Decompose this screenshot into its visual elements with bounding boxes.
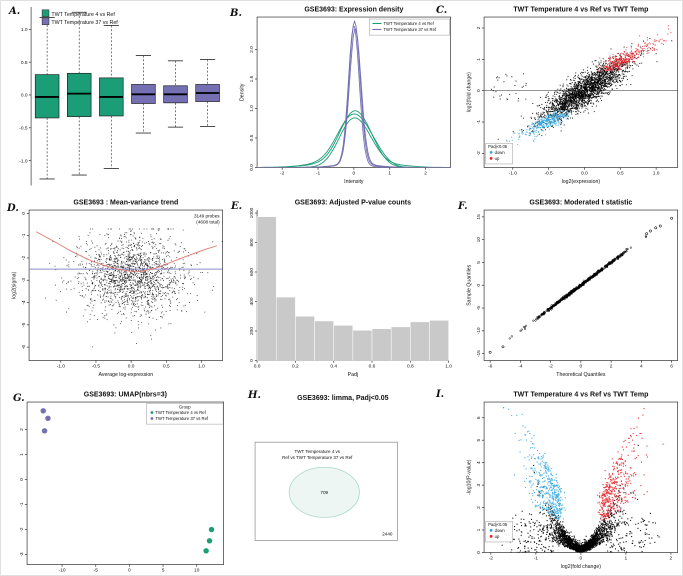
- svg-text:0.5: 0.5: [617, 171, 624, 177]
- svg-text:-6: -6: [21, 344, 27, 349]
- panel-i-volcano: TWT Temperature 4 vs Ref vs TWT Temp -2 -1…: [456, 386, 682, 575]
- panel-letter-i: I.: [436, 389, 445, 400]
- svg-text:2: 2: [476, 26, 482, 29]
- svg-text:Padj<0.05: Padj<0.05: [488, 144, 508, 149]
- svg-text:1.5: 1.5: [249, 75, 255, 82]
- svg-text:TWT Temperature 37 vs Ref: TWT Temperature 37 vs Ref: [383, 27, 436, 32]
- panel-d-mean-variance: GSE3693 : Mean-variance trend -1.0 -0.5 0.0…: [1, 194, 229, 387]
- boxplot-chart: 1.0 0.5 0.0 -0.5 -1.0 TWT Temperature 4 vs Re…: [19, 7, 220, 186]
- mean-variance-chart: GSE3693 : Mean-variance trend -1.0 -0.5 0.0…: [12, 199, 223, 378]
- svg-text:0.0: 0.0: [21, 93, 28, 99]
- svg-text:TWT Temperature 4 vs Ref vs TW: TWT Temperature 4 vs Ref vs TWT Temp: [514, 7, 649, 14]
- svg-text:0.0: 0.0: [581, 171, 588, 177]
- svg-text:0: 0: [352, 171, 355, 177]
- volcano-chart: TWT Temperature 4 vs Ref vs TWT Temp-2 -1…: [467, 392, 679, 570]
- svg-text:2: 2: [424, 171, 427, 177]
- svg-text:1: 1: [388, 171, 391, 177]
- svg-text:TWT Temperature 4 vs Ref: TWT Temperature 4 vs Ref: [383, 21, 434, 26]
- svg-text:2.0: 2.0: [249, 46, 255, 53]
- svg-text:-4: -4: [21, 300, 27, 305]
- svg-text:-2: -2: [476, 151, 482, 156]
- svg-text:log2(sigma): log2(sigma): [12, 271, 18, 298]
- svg-text:-1: -1: [476, 120, 482, 125]
- svg-text:0.5: 0.5: [163, 363, 170, 369]
- panel-letter-f: F.: [458, 201, 468, 212]
- panel-f-qq-plot: GSE3693: Moderated t statistic -6 -4 -2 0 2 4 6…: [456, 194, 682, 387]
- svg-text:TWT Temperature 37 vs Ref: TWT Temperature 37 vs Ref: [51, 20, 118, 26]
- density-chart: GSE3693: Expression density -2 -1 0 1 2 0.0 0.5…: [239, 7, 451, 185]
- svg-text:log2(fold change): log2(fold change): [467, 72, 473, 112]
- svg-text:1.0: 1.0: [21, 27, 28, 33]
- svg-text:TWT Temperature 4 vs Ref: TWT Temperature 4 vs Ref: [51, 12, 115, 18]
- svg-text:0.0: 0.0: [128, 363, 135, 369]
- umap-chart: GSE3693: UMAP(nbrs=3)-10 -5 0 5 10-3-2-1012G…: [19, 392, 224, 574]
- svg-text:-1: -1: [316, 171, 321, 177]
- svg-text:-3: -3: [21, 277, 27, 282]
- panel-e-pvalue-histogram: GSE3693: Adjusted P-value counts 0.0 0.2 0.…: [229, 194, 457, 387]
- svg-text:0: 0: [21, 211, 27, 214]
- panel-letter-c: C.: [436, 5, 448, 16]
- panel-b-expression-density: GSE3693: Expression density -2 -1 0 1 2 0.0 0.5…: [229, 1, 457, 194]
- panel-c-ma-plot: TWT Temperature 4 vs Ref vs TWT Temp -1.0…: [456, 1, 682, 194]
- ma-scatter-chart: TWT Temperature 4 vs Ref vs TWT Temp -1.0…: [467, 7, 679, 185]
- svg-text:1.0: 1.0: [249, 105, 255, 112]
- svg-text:log2(expression): log2(expression): [562, 179, 601, 185]
- svg-text:-0.5: -0.5: [545, 171, 554, 177]
- svg-text:-1.0: -1.0: [509, 171, 518, 177]
- panel-a-boxplots: 1.0 0.5 0.0 -0.5 -1.0 TWT Temperature 4 vs Re…: [1, 1, 229, 194]
- svg-text:1.0: 1.0: [653, 171, 660, 177]
- svg-text:-1: -1: [21, 233, 27, 238]
- svg-text:-0.5: -0.5: [19, 125, 28, 131]
- svg-text:-2: -2: [280, 171, 285, 177]
- panel-letter-d: D.: [7, 203, 19, 214]
- panel-letter-a: A.: [9, 6, 21, 17]
- svg-text:0.5: 0.5: [249, 134, 255, 141]
- panel-h-venn: GSE3693: limma, Padj<0.05 TWT Temperature…: [229, 386, 457, 575]
- svg-text:-5: -5: [21, 322, 27, 327]
- svg-text:-1.0: -1.0: [19, 158, 28, 164]
- panel-letter-b: B.: [230, 8, 242, 19]
- panel-letter-e: E.: [231, 201, 243, 212]
- svg-text:-2: -2: [21, 255, 27, 260]
- panel-letter-g: G.: [13, 393, 25, 404]
- svg-text:down: down: [495, 150, 506, 155]
- panel-letter-h: H.: [248, 390, 261, 401]
- svg-text:Intensity: Intensity: [344, 179, 364, 185]
- svg-text:Density: Density: [239, 83, 245, 101]
- svg-text:GSE3693: Expression density: GSE3693: Expression density: [304, 7, 403, 14]
- svg-text:0.5: 0.5: [21, 60, 28, 66]
- svg-text:up: up: [495, 156, 500, 161]
- svg-text:1.0: 1.0: [198, 363, 205, 369]
- svg-text:0: 0: [476, 89, 482, 92]
- svg-text:1: 1: [476, 58, 482, 61]
- svg-text:0.0: 0.0: [249, 164, 255, 171]
- svg-text:-0.5: -0.5: [92, 363, 101, 369]
- svg-text:Average log-expression: Average log-expression: [99, 372, 154, 378]
- svg-text:-1.0: -1.0: [57, 363, 66, 369]
- qq-plot-chart: GSE3693: Moderated t statistic-6 -4 -2 0 2 4 6…: [467, 199, 679, 378]
- panel-g-umap: GSE3693: UMAP(nbrs=3) -10 -5 0 5 10 -3 -2 -1 0 1 2 G…: [1, 386, 229, 575]
- svg-text:GSE3693 : Mean-variance trend: GSE3693 : Mean-variance trend: [73, 199, 178, 206]
